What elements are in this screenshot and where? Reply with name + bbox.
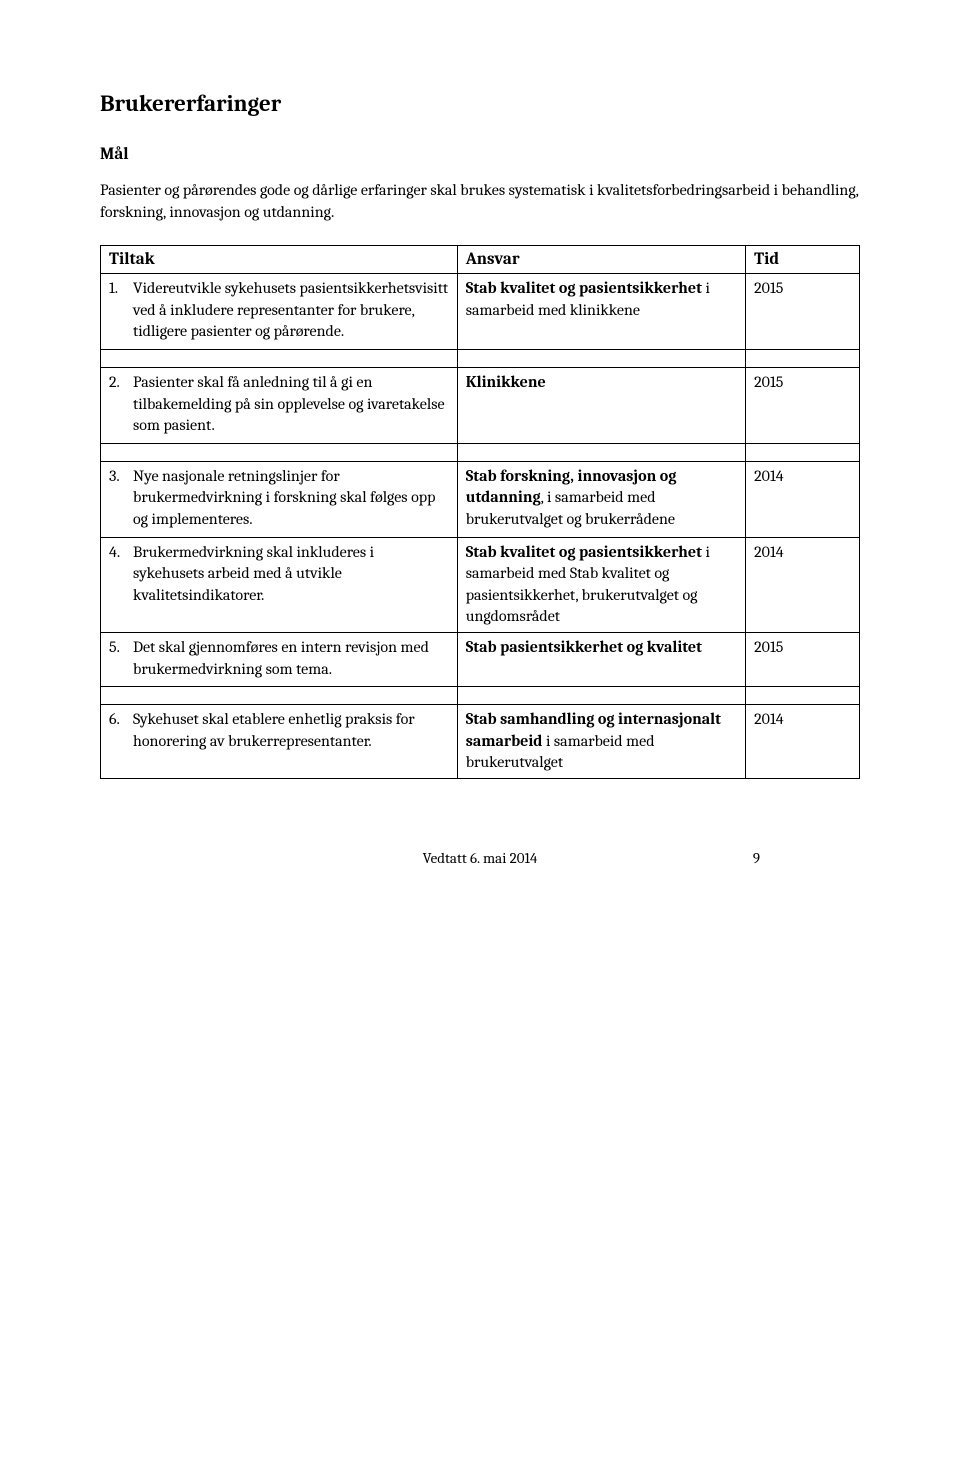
row-tiltak: Nye nasjonale retningslinjer for brukerm… <box>133 466 449 531</box>
row-num: 3. <box>109 466 133 531</box>
row-tid: 2014 <box>746 537 860 632</box>
spacer-row <box>101 443 860 461</box>
table-row: 5. Det skal gjennomføres en intern revis… <box>101 632 860 686</box>
row-num: 6. <box>109 709 133 752</box>
footer-page-number: 9 <box>753 849 760 867</box>
row-tiltak: Brukermedvirkning skal inkluderes i syke… <box>133 542 449 607</box>
tiltak-table: Tiltak Ansvar Tid 1. Videreutvikle sykeh… <box>100 245 860 779</box>
th-ansvar: Ansvar <box>457 246 745 274</box>
table-header-row: Tiltak Ansvar Tid <box>101 246 860 274</box>
row-ansvar-bold: Stab kvalitet og pasientsikkerhet <box>466 543 702 561</box>
heading-sub: Mål <box>100 145 860 164</box>
row-tid: 2015 <box>746 367 860 443</box>
row-tiltak: Det skal gjennomføres en intern revisjon… <box>133 637 449 680</box>
spacer-row <box>101 349 860 367</box>
table-row: 3. Nye nasjonale retningslinjer for bruk… <box>101 461 860 537</box>
row-num: 4. <box>109 542 133 607</box>
row-tiltak: Videreutvikle sykehusets pasientsikkerhe… <box>133 278 449 343</box>
table-row: 1. Videreutvikle sykehusets pasientsikke… <box>101 274 860 350</box>
intro-paragraph: Pasienter og pårørendes gode og dårlige … <box>100 180 860 223</box>
footer-text: Vedtatt 6. mai 2014 <box>423 849 538 867</box>
row-ansvar-bold: Stab pasientsikkerhet og kvalitet <box>466 638 702 656</box>
row-num: 5. <box>109 637 133 680</box>
row-tiltak: Sykehuset skal etablere enhetlig praksis… <box>133 709 449 752</box>
row-tid: 2015 <box>746 274 860 350</box>
th-tiltak: Tiltak <box>101 246 458 274</box>
row-ansvar-bold: Klinikkene <box>466 373 546 391</box>
spacer-row <box>101 687 860 705</box>
row-tiltak: Pasienter skal få anledning til å gi en … <box>133 372 449 437</box>
row-tid: 2014 <box>746 705 860 779</box>
row-ansvar-bold: Stab kvalitet og pasientsikkerhet <box>466 279 702 297</box>
heading-main: Brukererfaringer <box>100 90 860 117</box>
row-num: 2. <box>109 372 133 437</box>
table-row: 2. Pasienter skal få anledning til å gi … <box>101 367 860 443</box>
row-tid: 2014 <box>746 461 860 537</box>
row-num: 1. <box>109 278 133 343</box>
th-tid: Tid <box>746 246 860 274</box>
table-row: 4. Brukermedvirkning skal inkluderes i s… <box>101 537 860 632</box>
row-tid: 2015 <box>746 632 860 686</box>
table-row: 6. Sykehuset skal etablere enhetlig prak… <box>101 705 860 779</box>
